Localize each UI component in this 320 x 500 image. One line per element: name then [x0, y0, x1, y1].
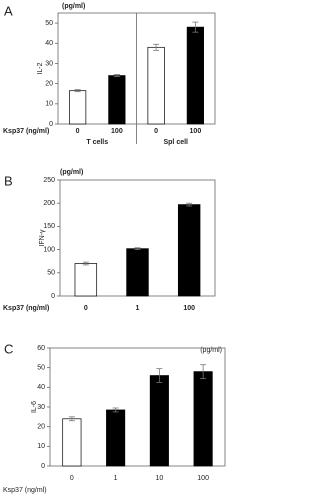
- y-tick-label: 250: [43, 177, 55, 184]
- y-tick-label: 150: [43, 223, 55, 230]
- error-bar: [112, 407, 119, 413]
- error-bar: [113, 74, 120, 77]
- bar: [62, 418, 82, 467]
- bar: [106, 409, 126, 467]
- bar: [147, 46, 165, 125]
- error-bar: [134, 247, 141, 251]
- y-tick-label: 60: [37, 345, 45, 352]
- bar: [186, 26, 204, 125]
- group-label: Spl cell: [163, 139, 188, 146]
- bar: [149, 375, 169, 467]
- error-bar: [82, 261, 89, 266]
- y-tick-label: 50: [45, 20, 53, 27]
- y-tick-label: 40: [45, 40, 53, 47]
- y-tick-label: 100: [43, 246, 55, 253]
- x-tick-label: 0: [70, 475, 74, 482]
- x-axis-label: Ksp37 (ng/ml): [3, 487, 47, 494]
- error-bar: [68, 416, 75, 422]
- y-axis-label: IFN-γ: [39, 229, 46, 247]
- unit-label: (pg/ml): [62, 3, 85, 10]
- x-tick-label: 100: [183, 305, 195, 312]
- y-tick-label: 10: [37, 443, 45, 450]
- y-tick-label: 20: [37, 424, 45, 431]
- group-label: T cells: [86, 139, 108, 146]
- unit-label: (pg/ml): [60, 169, 83, 176]
- y-tick-label: 50: [47, 270, 55, 277]
- x-tick-label: 1: [136, 305, 140, 312]
- y-tick-label: 0: [41, 463, 45, 470]
- y-tick-label: 0: [51, 293, 55, 300]
- x-tick-label: 0: [76, 128, 80, 135]
- y-tick-label: 10: [45, 101, 53, 108]
- x-tick-label: 0: [154, 128, 158, 135]
- error-bar: [153, 43, 160, 51]
- panel-letter: C: [4, 341, 13, 356]
- bar: [126, 248, 149, 297]
- x-tick-label: 0: [84, 305, 88, 312]
- error-bar: [200, 364, 207, 379]
- bar: [74, 263, 98, 297]
- x-axis-label: Ksp37 (ng/ml): [3, 128, 49, 135]
- error-bar: [156, 368, 163, 383]
- panel-letter: B: [4, 173, 13, 188]
- x-tick-label: 100: [197, 475, 209, 482]
- panel-letter: A: [4, 3, 13, 18]
- y-tick-label: 40: [37, 384, 45, 391]
- error-bar: [74, 89, 81, 93]
- y-axis-label: IL-6: [31, 401, 38, 413]
- error-bar: [186, 202, 193, 207]
- y-tick-label: 200: [43, 200, 55, 207]
- bar: [69, 90, 87, 125]
- unit-label: (pg/ml): [200, 347, 222, 354]
- error-bar: [192, 21, 199, 33]
- x-tick-label: 1: [114, 475, 118, 482]
- bar: [108, 75, 126, 125]
- x-tick-label: 100: [190, 128, 202, 135]
- y-tick-label: 30: [45, 60, 53, 67]
- y-axis-label: IL-2: [37, 62, 44, 74]
- bar: [177, 204, 201, 297]
- x-tick-label: 100: [111, 128, 123, 135]
- y-tick-label: 30: [37, 404, 45, 411]
- y-tick-label: 20: [45, 80, 53, 87]
- bar: [193, 371, 213, 467]
- y-tick-label: 0: [49, 121, 53, 128]
- x-axis-label: Ksp37 (ng/ml): [3, 305, 49, 312]
- y-tick-label: 50: [37, 365, 45, 372]
- x-tick-label: 10: [155, 475, 163, 482]
